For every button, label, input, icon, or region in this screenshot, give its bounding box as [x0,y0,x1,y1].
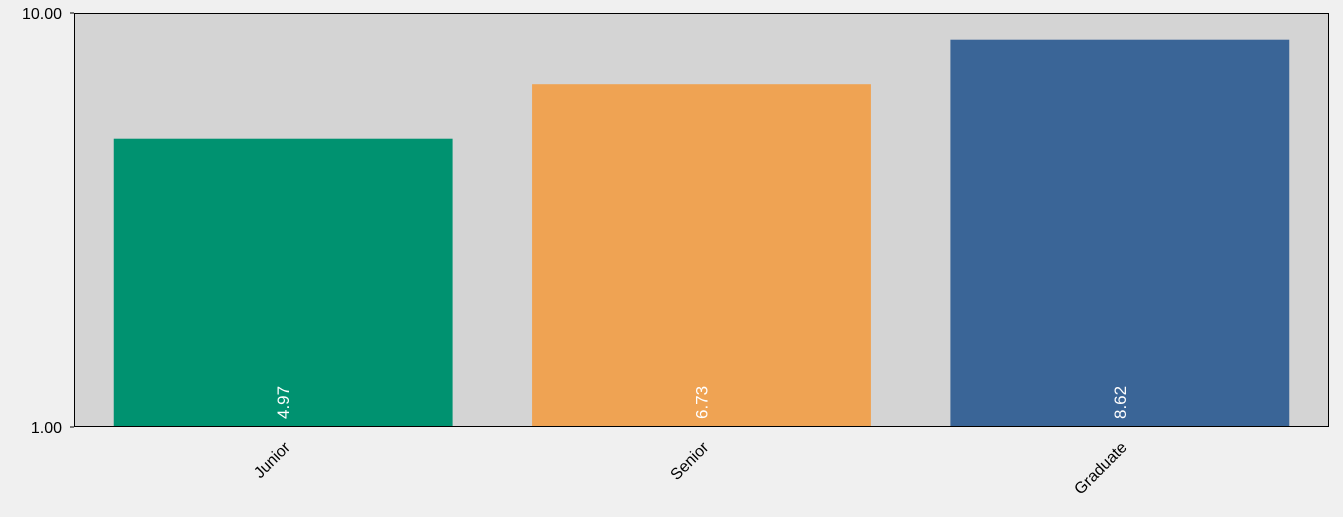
bar-graduate [950,40,1289,427]
x-axis-labels: Junior Senior Graduate [251,439,1131,499]
x-tick-label-graduate: Graduate [1071,439,1130,498]
data-label-graduate: 8.62 [1111,386,1130,419]
y-tick-label: 1.00 [31,420,62,437]
data-label-junior: 4.97 [274,386,293,419]
data-label-senior: 6.73 [693,386,712,419]
x-tick-label-senior: Senior [668,439,713,484]
bar-junior [114,139,453,427]
y-axis-ticks: 1.00 10.00 [22,6,74,437]
bar-senior [532,84,871,427]
x-tick-label-junior: Junior [251,439,294,482]
y-tick-label: 10.00 [22,6,62,23]
